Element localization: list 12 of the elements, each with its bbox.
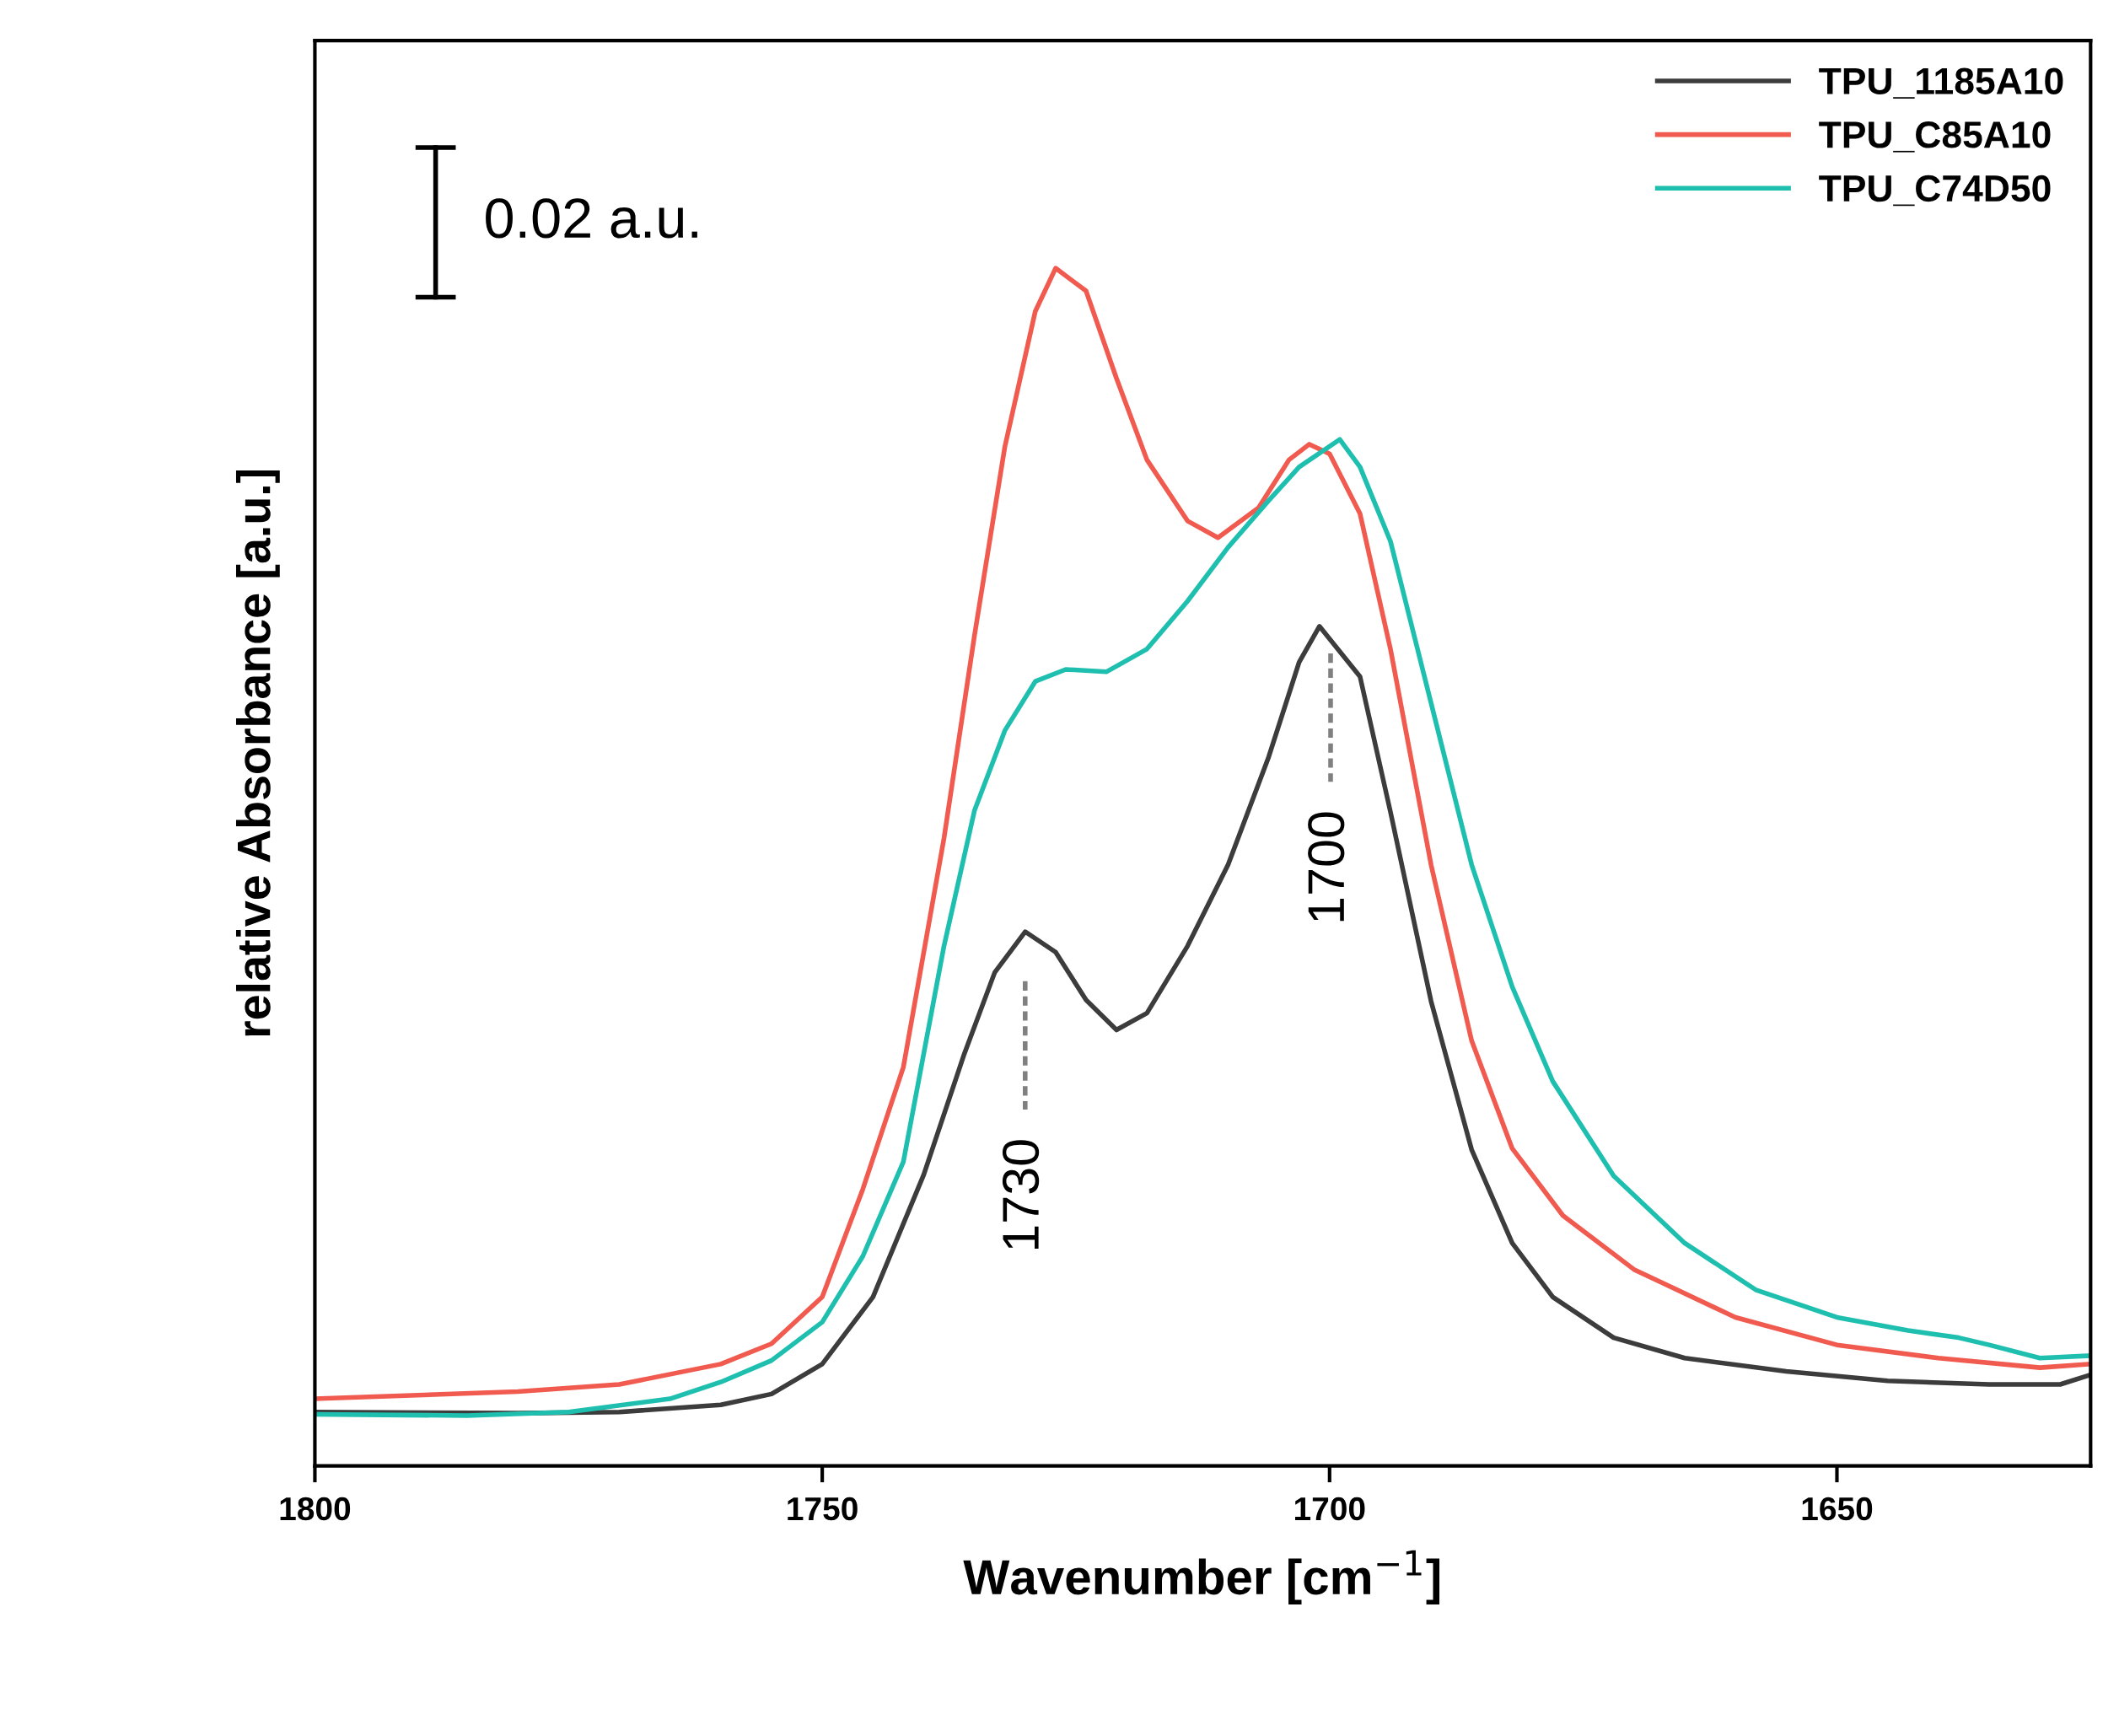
y-axis-title: relative Absorbance [a.u.] xyxy=(235,470,280,1036)
text: 0.02 a.u. xyxy=(486,198,697,239)
x-tick-label: 1700 xyxy=(1295,1497,1365,1521)
annotation: 1730 xyxy=(1002,1140,1040,1250)
legend-label: TPU_C85A10 xyxy=(1819,121,2051,153)
x-tick-label: 1800 xyxy=(280,1497,351,1521)
annotation: 1700 xyxy=(1308,812,1345,922)
legend-label: TPU_C74D50 xyxy=(1819,175,2051,207)
x-axis-title: Wavenumber [cm$^{−1}$] xyxy=(963,1550,1440,1604)
x-tick-label: 1750 xyxy=(788,1497,858,1521)
legend-label: TPU_1185A10 xyxy=(1819,67,2063,99)
x-tick-label: 1650 xyxy=(1802,1497,1873,1521)
